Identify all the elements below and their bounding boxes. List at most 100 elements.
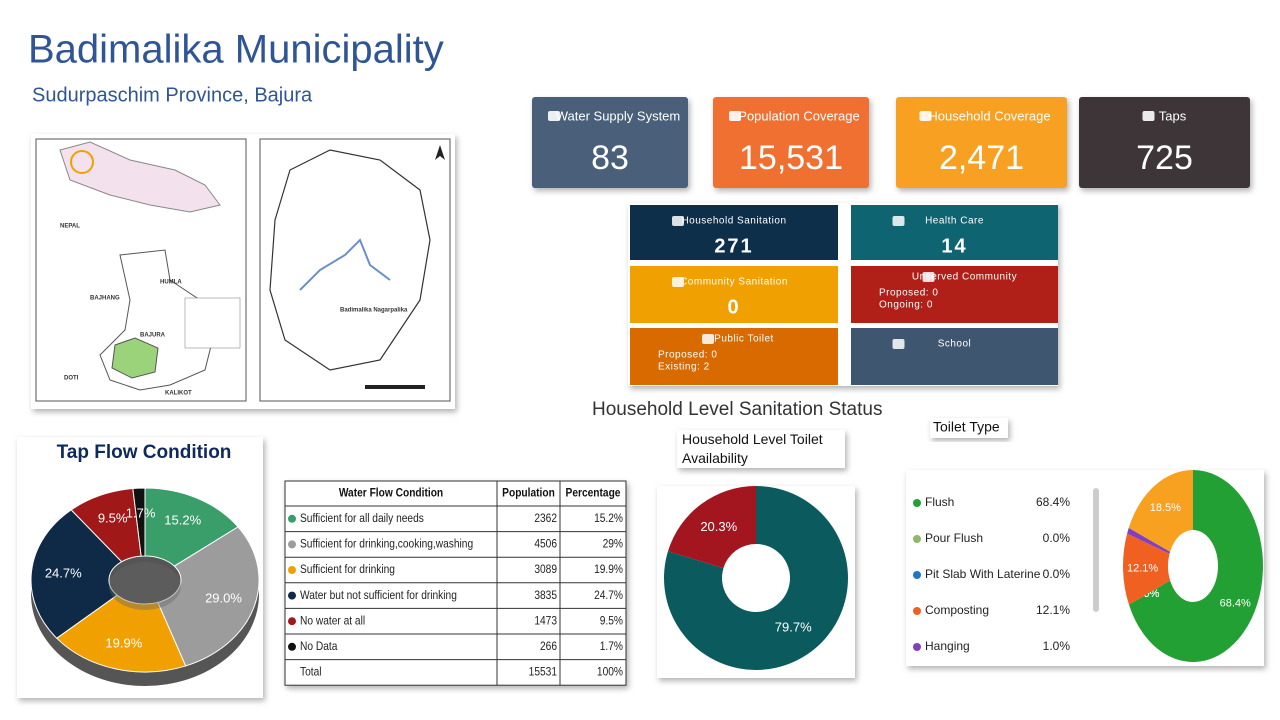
table-cell: 100% (597, 666, 623, 679)
stat-icon (548, 111, 560, 121)
slice-label: 68.4% (1220, 598, 1251, 610)
table-cell: Total (300, 666, 322, 679)
stat-label: Household Coverage (928, 108, 1050, 123)
map-label: NEPAL (60, 224, 80, 230)
legend-value: 0.0% (1043, 567, 1071, 581)
stat-value: 2,471 (939, 139, 1024, 177)
north-arrow (435, 145, 445, 160)
slice-label: 12.1% (1127, 562, 1158, 574)
table-header: Water Flow Condition (339, 487, 444, 500)
sanitation-card (851, 205, 1058, 260)
legend-label: Flush (925, 495, 954, 509)
legend-dot (913, 499, 921, 507)
pie-slice (157, 526, 260, 667)
table-cell: 4506 (534, 538, 557, 551)
table-cell: 9.5% (600, 615, 623, 628)
table-cell: 29% (603, 538, 623, 551)
sanitation-label: Unserved Community (912, 272, 1017, 283)
legend-label: Composting (925, 603, 989, 617)
table-dot (288, 514, 296, 523)
pie-slice (667, 486, 756, 569)
map-frame-right (259, 138, 451, 402)
sanitation-line: Ongoing: 0 (879, 300, 933, 311)
table-cell: 3835 (534, 589, 557, 602)
chart-title: Tap Flow Condition (57, 442, 232, 463)
slice-label: 9.5% (98, 511, 128, 526)
table-header: Population (502, 487, 555, 500)
legend-label: Pit Slab With Laterine (925, 567, 1041, 581)
slice-label: 20.3% (700, 519, 737, 534)
sanitation-icon (892, 216, 905, 226)
slice-label: 15.2% (164, 513, 201, 528)
table-cell: Sufficient for drinking (300, 563, 395, 576)
pie-hole-depth (109, 562, 181, 610)
sanitation-line: Existing: 2 (658, 362, 710, 373)
pie-slice (1127, 527, 1171, 554)
nepal-highlight (70, 150, 94, 174)
river (299, 238, 391, 291)
legend-dot (913, 571, 921, 579)
sanitation-value: 271 (714, 235, 753, 257)
section-title: Household Level Sanitation Status (592, 399, 882, 420)
table-cell: 2362 (534, 512, 557, 525)
table-cell: 1473 (534, 615, 557, 628)
pie-slice (30, 509, 123, 639)
pie-slice (664, 486, 848, 670)
pie-slice (1128, 470, 1263, 663)
slice-label: 29.0% (205, 591, 242, 606)
legend-label: Hanging (925, 639, 970, 653)
sanitation-icon (922, 272, 935, 282)
table-cell: No water at all (300, 615, 365, 628)
table-cell: 19.9% (594, 563, 623, 576)
sanitation-label: School (938, 339, 972, 350)
sanitation-card (630, 266, 838, 323)
legend-scrollbar[interactable] (1093, 488, 1099, 612)
pie-slice (144, 487, 239, 567)
table-cell: 15531 (529, 666, 557, 679)
chart-title: Toilet Type (933, 419, 1000, 435)
table-cell: No Data (300, 640, 338, 653)
table-cell: 1.7% (600, 640, 623, 653)
stat-card (713, 97, 869, 188)
stat-value: 83 (591, 139, 629, 177)
stat-icon (729, 111, 741, 121)
sanitation-card (630, 205, 838, 260)
stat-card (1079, 97, 1250, 188)
stat-label: Population Coverage (738, 108, 859, 123)
table-cell: 15.2% (594, 512, 623, 525)
map-frame-left (35, 138, 247, 402)
map-legend-box (184, 297, 241, 349)
stat-value: 725 (1136, 139, 1193, 177)
legend-label: Pour Flush (925, 531, 983, 545)
legend-value: 68.4% (1036, 495, 1070, 509)
sanitation-label: Health Care (925, 216, 984, 227)
sanitation-line: Proposed: 0 (879, 288, 938, 299)
chart-title: Household Level Toilet Availability (682, 431, 823, 466)
table-dot (288, 540, 296, 549)
sanitation-card (851, 328, 1058, 385)
page-title: Badimalika Municipality (28, 28, 444, 72)
stat-card (532, 97, 688, 188)
stat-value: 15,531 (739, 139, 843, 177)
map-label: BAJHANG (90, 296, 120, 302)
legend-value: 12.1% (1036, 603, 1070, 617)
table-cell: Water but not sufficient for drinking (300, 589, 457, 602)
stat-label: Taps (1159, 108, 1187, 123)
stat-icon (919, 111, 932, 121)
page-subtitle: Sudurpaschim Province, Bajura (32, 84, 313, 106)
sanitation-card (851, 266, 1058, 323)
sanitation-label: Public Toilet (714, 334, 774, 345)
map-label: KALIKOT (165, 391, 192, 397)
stat-label: Water Supply System (556, 108, 681, 123)
stat-card (896, 97, 1067, 188)
scale-bar (365, 385, 425, 389)
slice-label: 24.7% (45, 565, 82, 580)
sanitation-label: Household Sanitation (681, 216, 786, 227)
sanitation-icon (892, 339, 905, 349)
municipality-shape (111, 337, 159, 379)
table-cell: Sufficient for drinking,cooking,washing (300, 538, 473, 551)
legend-dot (913, 643, 921, 651)
table-header: Percentage (566, 487, 621, 500)
table-dot (288, 566, 296, 574)
